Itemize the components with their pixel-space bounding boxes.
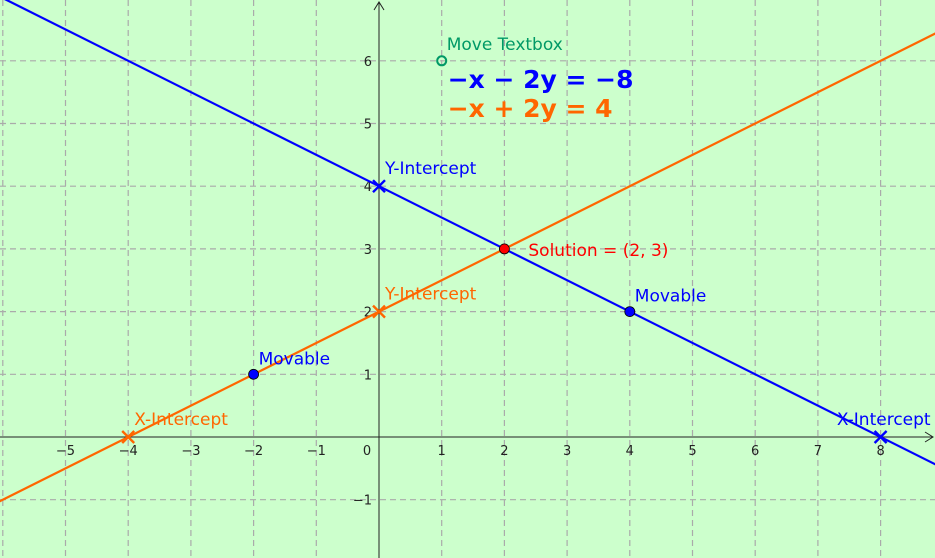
tick-labels: 0 −5 −4 −3 −2 −1 1 2 3 4 5 6 7 8 −1 1 2 3 4 5 6 bbox=[56, 55, 885, 509]
y-tick-label: 6 bbox=[364, 55, 372, 70]
x-axis-arrow bbox=[924, 431, 934, 443]
movable-point bbox=[248, 368, 260, 380]
y-tick-label: 5 bbox=[364, 118, 372, 133]
x-tick-label: −2 bbox=[244, 444, 263, 459]
intercept-marker bbox=[121, 430, 136, 444]
point-label: Movable bbox=[259, 349, 331, 369]
x-tick-label: 2 bbox=[500, 444, 508, 459]
solution-point bbox=[498, 243, 510, 255]
point-label: X-Intercept bbox=[134, 410, 228, 430]
x-tick-label: −4 bbox=[119, 444, 138, 459]
y-tick-label: 2 bbox=[364, 306, 372, 321]
point-labels: Y-Intercept X-Intercept Movable Y-Intercept… bbox=[134, 35, 931, 430]
x-tick-label: 3 bbox=[563, 444, 571, 459]
solution-label: Solution = (2, 3) bbox=[528, 241, 668, 261]
x-tick-label: 5 bbox=[688, 444, 696, 459]
x-tick-label: −3 bbox=[181, 444, 200, 459]
x-tick-label: 4 bbox=[626, 444, 634, 459]
x-tick-label: 1 bbox=[438, 444, 446, 459]
x-tick-label: −1 bbox=[307, 444, 326, 459]
point-markers bbox=[121, 55, 888, 444]
equation-orange: −x + 2y = 4 bbox=[448, 94, 613, 123]
point-label: Movable bbox=[635, 287, 707, 307]
x-tick-label: 7 bbox=[814, 444, 822, 459]
y-tick-label: 4 bbox=[364, 180, 372, 195]
move-textbox-label: Move Textbox bbox=[447, 35, 563, 55]
intercept-marker bbox=[873, 430, 888, 444]
x-tick-label: 8 bbox=[876, 444, 884, 459]
intercept-marker bbox=[372, 179, 386, 194]
point-label: Y-Intercept bbox=[384, 159, 477, 179]
x-tick-label: 6 bbox=[751, 444, 759, 459]
y-axis-arrow bbox=[373, 1, 385, 11]
origin-tick-label: 0 bbox=[363, 444, 371, 459]
equation-blue: −x − 2y = −8 bbox=[448, 65, 634, 94]
intercept-marker bbox=[372, 304, 386, 319]
movable-point bbox=[624, 306, 636, 318]
move-textbox-handle bbox=[436, 55, 448, 67]
equation-lines bbox=[0, 0, 935, 503]
y-tick-label: 1 bbox=[364, 368, 372, 383]
x-tick-label: −5 bbox=[56, 444, 75, 459]
equation-textbox: −x − 2y = −8 −x + 2y = 4 bbox=[448, 65, 634, 123]
point-label: Y-Intercept bbox=[384, 285, 477, 305]
point-label: X-Intercept bbox=[837, 410, 931, 430]
y-tick-label: −1 bbox=[353, 494, 372, 509]
line-series-0 bbox=[4, 0, 935, 466]
line-series-1 bbox=[0, 32, 935, 503]
y-tick-label: 3 bbox=[364, 243, 372, 258]
